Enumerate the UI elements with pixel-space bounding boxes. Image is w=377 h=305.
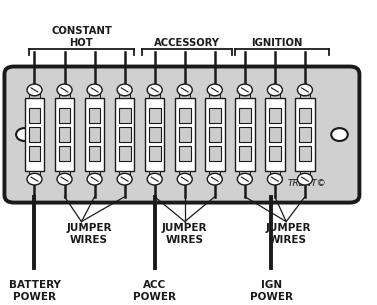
FancyBboxPatch shape	[265, 98, 285, 171]
Bar	[179, 93, 190, 98]
Bar	[59, 108, 70, 123]
FancyBboxPatch shape	[235, 98, 254, 171]
Bar	[119, 93, 130, 98]
Text: ACCESSORY: ACCESSORY	[153, 38, 220, 48]
Bar	[29, 127, 40, 142]
Circle shape	[117, 84, 132, 96]
Circle shape	[87, 173, 102, 185]
Bar	[119, 146, 130, 161]
Bar	[269, 127, 281, 142]
Circle shape	[16, 128, 33, 141]
Bar	[89, 146, 100, 161]
Circle shape	[207, 84, 222, 96]
Bar	[119, 171, 130, 176]
Circle shape	[27, 173, 42, 185]
Circle shape	[177, 84, 192, 96]
Circle shape	[331, 128, 348, 141]
Circle shape	[87, 84, 102, 96]
Bar	[179, 108, 191, 123]
Bar	[89, 127, 100, 142]
Circle shape	[207, 173, 222, 185]
Circle shape	[147, 173, 162, 185]
Bar	[209, 108, 221, 123]
Text: BATTERY
POWER: BATTERY POWER	[9, 280, 60, 302]
Circle shape	[57, 84, 72, 96]
Bar	[300, 171, 310, 176]
Circle shape	[297, 173, 313, 185]
Bar	[239, 108, 251, 123]
FancyBboxPatch shape	[85, 98, 104, 171]
Circle shape	[147, 84, 162, 96]
FancyBboxPatch shape	[55, 98, 74, 171]
Bar	[299, 108, 311, 123]
Circle shape	[238, 84, 252, 96]
Bar	[209, 93, 220, 98]
Bar	[179, 127, 191, 142]
Bar	[269, 108, 281, 123]
Bar	[59, 171, 70, 176]
Bar	[239, 171, 250, 176]
Bar	[209, 171, 220, 176]
Circle shape	[57, 173, 72, 185]
Bar	[239, 127, 251, 142]
Bar	[89, 93, 100, 98]
FancyBboxPatch shape	[175, 98, 195, 171]
Bar	[149, 146, 161, 161]
Bar	[299, 146, 311, 161]
FancyBboxPatch shape	[115, 98, 135, 171]
FancyBboxPatch shape	[205, 98, 225, 171]
Bar	[59, 127, 70, 142]
Bar	[179, 146, 191, 161]
Bar	[269, 146, 281, 161]
Bar	[270, 171, 280, 176]
Bar	[209, 127, 221, 142]
Text: JUMPER
WIRES: JUMPER WIRES	[66, 223, 112, 245]
Bar	[239, 146, 251, 161]
Circle shape	[117, 173, 132, 185]
Bar	[149, 108, 161, 123]
Bar	[29, 171, 40, 176]
Bar	[59, 93, 70, 98]
Circle shape	[238, 173, 252, 185]
Bar	[149, 93, 160, 98]
Text: JUMPER
WIRES: JUMPER WIRES	[265, 223, 311, 245]
Bar	[59, 146, 70, 161]
Circle shape	[267, 173, 282, 185]
Text: CONSTANT
HOT: CONSTANT HOT	[51, 26, 112, 48]
Bar	[179, 171, 190, 176]
Bar	[89, 108, 100, 123]
Circle shape	[297, 84, 313, 96]
FancyBboxPatch shape	[295, 98, 315, 171]
Circle shape	[267, 84, 282, 96]
Text: IGN
POWER: IGN POWER	[250, 280, 293, 302]
Bar	[299, 127, 311, 142]
Bar	[29, 146, 40, 161]
Bar	[119, 127, 130, 142]
Bar	[119, 108, 130, 123]
Circle shape	[177, 173, 192, 185]
Text: TRENT©: TRENT©	[288, 179, 327, 188]
FancyBboxPatch shape	[25, 98, 44, 171]
Text: ACC
POWER: ACC POWER	[133, 280, 176, 302]
Bar	[209, 146, 221, 161]
Bar	[89, 171, 100, 176]
Text: IGNITION: IGNITION	[251, 38, 302, 48]
Bar	[239, 93, 250, 98]
Bar	[29, 108, 40, 123]
Bar	[270, 93, 280, 98]
Bar	[29, 93, 40, 98]
Circle shape	[27, 84, 42, 96]
Text: JUMPER
WIRES: JUMPER WIRES	[162, 223, 207, 245]
Bar	[300, 93, 310, 98]
Bar	[149, 127, 161, 142]
FancyBboxPatch shape	[5, 66, 359, 203]
FancyBboxPatch shape	[145, 98, 164, 171]
Bar	[149, 171, 160, 176]
